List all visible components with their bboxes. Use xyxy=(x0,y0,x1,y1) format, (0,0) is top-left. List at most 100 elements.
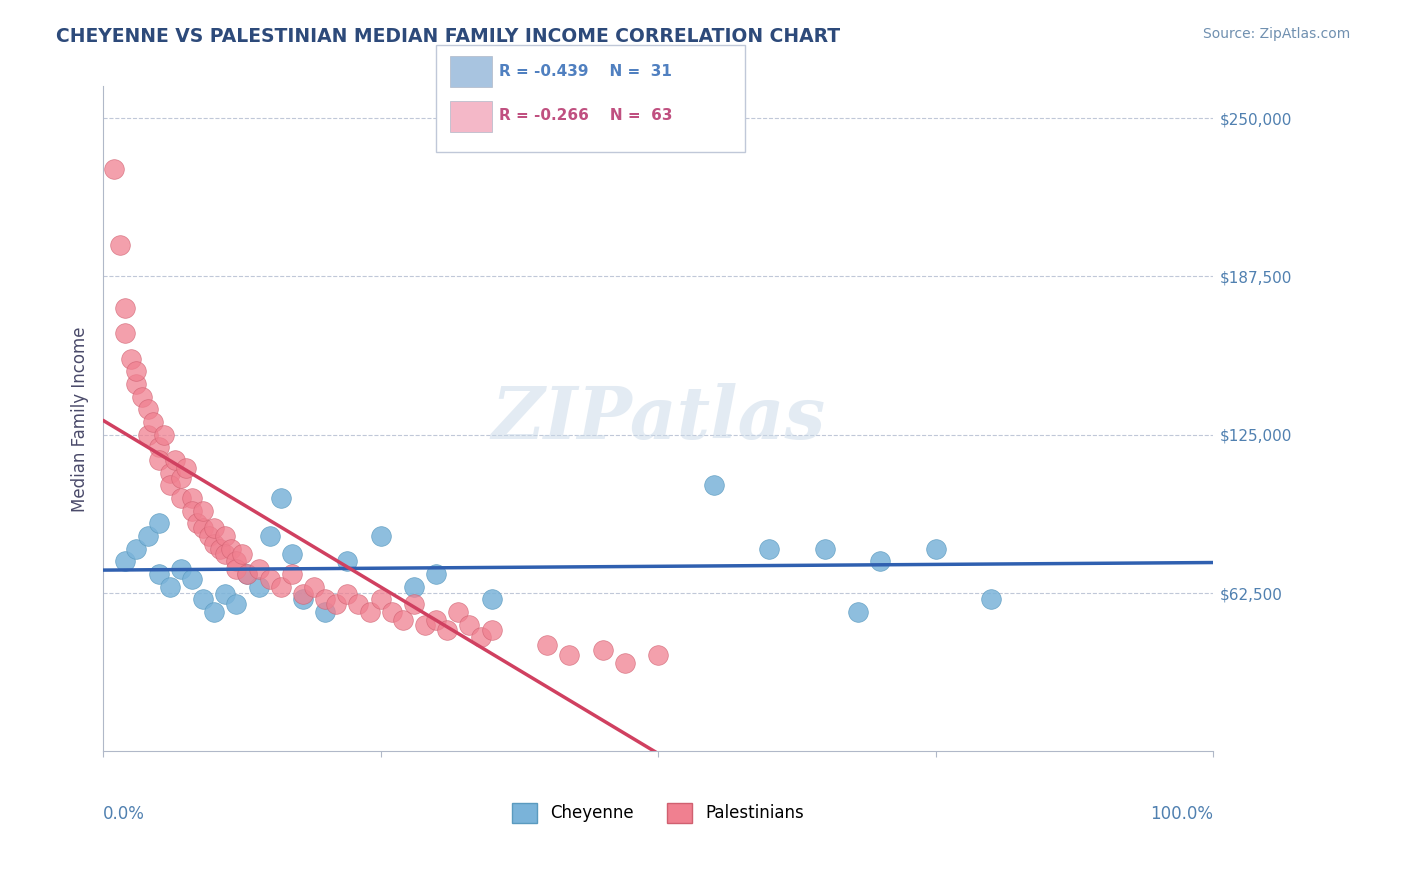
Point xyxy=(231,547,253,561)
Point xyxy=(370,592,392,607)
Point xyxy=(558,648,581,662)
Point xyxy=(202,521,225,535)
Point xyxy=(846,605,869,619)
Text: CHEYENNE VS PALESTINIAN MEDIAN FAMILY INCOME CORRELATION CHART: CHEYENNE VS PALESTINIAN MEDIAN FAMILY IN… xyxy=(56,27,841,45)
Point xyxy=(613,656,636,670)
Point xyxy=(214,529,236,543)
Point xyxy=(114,301,136,315)
Point xyxy=(202,605,225,619)
Point xyxy=(381,605,404,619)
Point xyxy=(370,529,392,543)
Point xyxy=(359,605,381,619)
Point xyxy=(159,580,181,594)
Point xyxy=(225,562,247,576)
Point xyxy=(647,648,669,662)
Point xyxy=(402,580,425,594)
Point xyxy=(470,631,492,645)
Point xyxy=(869,554,891,568)
Point xyxy=(148,567,170,582)
Point xyxy=(402,598,425,612)
Point xyxy=(447,605,470,619)
Point xyxy=(131,390,153,404)
Point xyxy=(181,504,204,518)
Point xyxy=(436,623,458,637)
Point xyxy=(103,161,125,176)
Point xyxy=(108,237,131,252)
Point xyxy=(236,567,259,582)
Point xyxy=(159,478,181,492)
Point xyxy=(291,592,314,607)
Point xyxy=(136,402,159,417)
Point xyxy=(291,587,314,601)
Point xyxy=(181,572,204,586)
Point xyxy=(336,554,359,568)
Point xyxy=(181,491,204,505)
Point xyxy=(281,567,304,582)
Point xyxy=(259,529,281,543)
Point xyxy=(170,491,193,505)
Point xyxy=(197,529,219,543)
Point xyxy=(247,580,270,594)
Y-axis label: Median Family Income: Median Family Income xyxy=(72,326,89,512)
Point xyxy=(186,516,208,531)
Point xyxy=(114,326,136,341)
Text: Source: ZipAtlas.com: Source: ZipAtlas.com xyxy=(1202,27,1350,41)
Point xyxy=(758,541,780,556)
Point xyxy=(153,427,176,442)
Point xyxy=(208,541,231,556)
Point xyxy=(925,541,948,556)
Point xyxy=(314,592,336,607)
Point xyxy=(148,453,170,467)
Point xyxy=(592,643,614,657)
Point xyxy=(458,617,481,632)
Point xyxy=(142,415,165,429)
Point xyxy=(125,541,148,556)
Point xyxy=(481,592,503,607)
Point xyxy=(202,537,225,551)
Text: R = -0.439    N =  31: R = -0.439 N = 31 xyxy=(499,64,672,78)
Point xyxy=(225,554,247,568)
Point xyxy=(125,364,148,378)
Point xyxy=(425,567,447,582)
Point xyxy=(225,598,247,612)
Point xyxy=(536,638,558,652)
Point xyxy=(170,471,193,485)
Point xyxy=(114,554,136,568)
Legend: Cheyenne, Palestinians: Cheyenne, Palestinians xyxy=(505,796,811,830)
Point xyxy=(125,377,148,392)
Point xyxy=(170,562,193,576)
Point xyxy=(176,460,198,475)
Point xyxy=(191,504,214,518)
Text: ZIPatlas: ZIPatlas xyxy=(491,384,825,454)
Point xyxy=(259,572,281,586)
Point xyxy=(159,466,181,480)
Point xyxy=(980,592,1002,607)
Point xyxy=(703,478,725,492)
Point xyxy=(191,592,214,607)
Point xyxy=(392,613,415,627)
Point xyxy=(214,587,236,601)
Point xyxy=(219,541,242,556)
Point xyxy=(302,580,325,594)
Point xyxy=(281,547,304,561)
Point xyxy=(236,567,259,582)
Point xyxy=(314,605,336,619)
Point xyxy=(425,613,447,627)
Point xyxy=(325,598,347,612)
Point xyxy=(136,529,159,543)
Point xyxy=(270,580,292,594)
Text: 0.0%: 0.0% xyxy=(103,805,145,822)
Point xyxy=(481,623,503,637)
Point xyxy=(336,587,359,601)
Point xyxy=(247,562,270,576)
Text: R = -0.266    N =  63: R = -0.266 N = 63 xyxy=(499,109,672,123)
Point xyxy=(191,521,214,535)
Point xyxy=(165,453,187,467)
Point xyxy=(148,441,170,455)
Point xyxy=(814,541,837,556)
Point xyxy=(413,617,436,632)
Point xyxy=(136,427,159,442)
Point xyxy=(214,547,236,561)
Point xyxy=(148,516,170,531)
Point xyxy=(120,351,142,366)
